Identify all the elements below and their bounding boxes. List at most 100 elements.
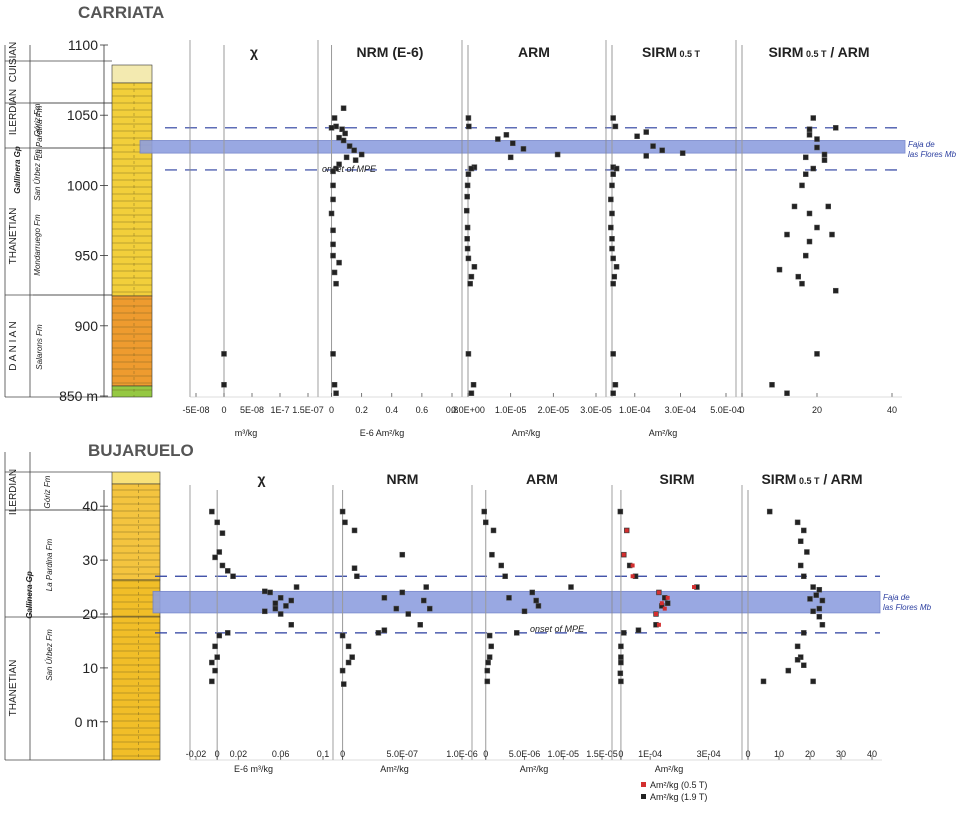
c0-data-point [495,136,501,142]
c0-data-point [810,115,816,121]
c1-data-point [339,632,346,639]
c0-depth-label: 900 [75,318,99,334]
c1-data-point [209,659,215,666]
c0-data-point [610,280,616,287]
c0-panel-title: NRM (E-6) [357,44,424,60]
c0-panel-title: SIRM 0.5 T / ARM [768,44,869,60]
c0-formation-label: Salarons Fm [35,324,44,370]
c1-data-point [375,630,382,636]
panel-title-main: χ [250,44,258,60]
c0-formation-label: San Úrbez Fm [33,149,42,201]
c0-data-point [810,165,816,172]
c0-data-point [608,224,614,231]
c1-data-point-red [665,595,670,600]
c1-data-point [345,643,352,650]
c1-data-point [618,678,624,685]
c0-x-tick-label: 0.8 [446,405,459,415]
c1-data-point [801,573,807,580]
c1-data-point-red [621,552,626,557]
panel-title-main: SIRM [768,44,803,60]
c1-data-point [214,519,220,526]
c0-data-point [609,236,615,242]
panel-title-main: χ [257,471,265,487]
c0-chrono-label: THANETIAN [8,208,19,265]
c0-formation-label: Gallinera Gp [13,146,22,194]
c0-lith-block [111,64,153,84]
c1-legend-marker [641,782,646,787]
c0-data-point [795,273,801,280]
c1-data-point [216,549,223,555]
c0-data-point [358,151,365,158]
c0-data-point [610,351,616,357]
panel-title-sub: 0.5 T [803,49,827,59]
c1-legend-marker [641,794,646,799]
c1-data-point [214,654,220,660]
panel-title-sub: 0.5 T [796,476,820,486]
c1-data-point [816,586,823,593]
c0-data-point [331,115,338,121]
c0-data-point [333,123,339,130]
c0-x-axis-label: Am²/kg [649,428,678,438]
c0-data-point [221,351,227,357]
c0-data-point [814,144,820,151]
c1-onset-label: onset of MPE [530,624,585,634]
c0-data-point [776,266,783,273]
c0-data-point [503,132,510,138]
c0-x-tick-label: 5E-08 [240,405,264,415]
c0-x-tick-label: 0.0E+00 [451,405,485,415]
c0-data-point [610,171,616,177]
c0-data-point [343,154,350,161]
c1-data-point [381,595,388,601]
c1-data-point [339,667,346,674]
c0-data-point [330,241,336,248]
c0-chrono-label: ILERDIAN [8,89,19,135]
c1-data-point [506,595,512,601]
c1-data-point-red [659,601,664,606]
c0-data-point [554,151,561,158]
c0-data-point [613,264,620,270]
c1-x-tick-label: 0.1 [317,749,330,759]
c1-data-point [219,530,226,536]
c0-x-tick-label: 1.0E-05 [495,405,527,415]
c0-data-point [339,126,345,132]
c0-data-point [328,210,335,217]
c0-data-point [803,252,809,259]
c1-data-point [262,588,268,595]
c0-formation-label: Góriz Fm [33,103,42,136]
c1-data-point [797,562,804,569]
c0-x-tick-label: 2.0E-05 [538,405,570,415]
c1-data-point [785,667,792,674]
c0-data-point [466,123,472,130]
c0-panel-title: ARM [518,44,550,60]
c0-x-axis-label: E-6 Am²/kg [360,428,405,438]
c1-data-point [810,678,816,685]
c0-data-point [806,238,813,245]
c0-data-point [659,147,665,154]
c0-data-point [520,146,527,152]
c1-x-axis-label: E-6 m³/kg [234,764,273,774]
c0-data-point [330,182,336,189]
c1-data-point [617,670,624,677]
c0-band-label: las Flores Mb [908,150,957,159]
c1-data-point [635,627,642,633]
c1-x-tick-label: 1.0E-06 [446,749,478,759]
c0-data-point [610,255,616,262]
c1-x-tick-label: 0 [483,749,488,759]
c1-data-point [272,605,279,612]
c0-data-point [610,390,616,396]
c0-data-point [465,115,472,121]
c1-data-point [766,508,773,515]
c0-data-point [467,280,473,287]
c0-chrono-label: D A N I A N [8,321,19,370]
c1-data-point [341,681,347,687]
c1-data-point [804,549,810,555]
c1-x-tick-label: 5.0E-06 [509,749,541,759]
c0-depth-label: 1100 [68,37,98,53]
c1-data-point [488,643,494,650]
c1-formation-label: San Úrbez Fm [45,629,54,681]
panel-title-main: SIRM [761,471,796,487]
c1-data-point [216,632,223,639]
panel-title-suffix: / ARM [826,44,869,60]
c1-data-point [618,643,624,650]
